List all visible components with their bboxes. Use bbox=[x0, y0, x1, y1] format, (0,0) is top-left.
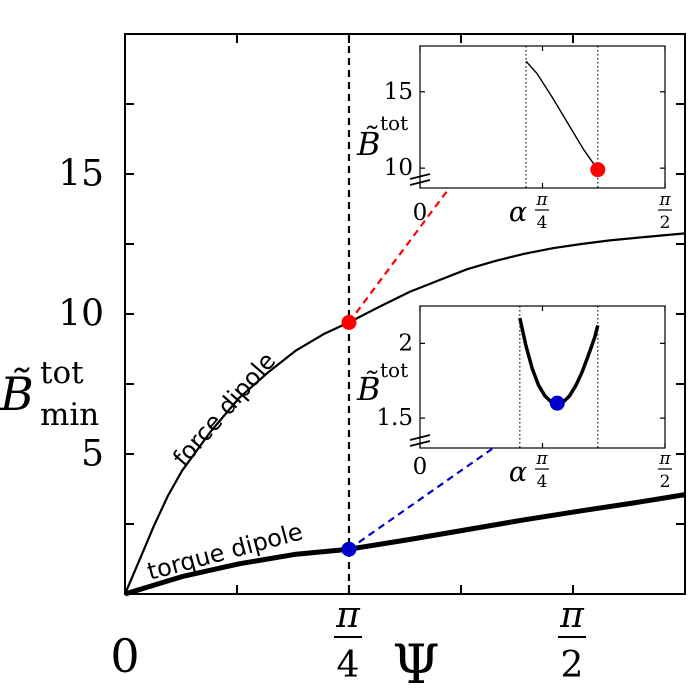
tick-denominator: 2 bbox=[561, 645, 584, 686]
inset-top-x-axis-label: α bbox=[509, 197, 527, 228]
inset-bottom-x-axis-label: α bbox=[509, 457, 527, 488]
y-axis-label-superscript: tot bbox=[380, 358, 408, 382]
tick-numerator: π bbox=[535, 190, 548, 210]
inset-bottom-background bbox=[420, 306, 665, 448]
main-x-tick-label-zero: 0 bbox=[110, 629, 139, 683]
inset-bottom-x-tick-label-pi-over-2: π 2 bbox=[658, 449, 672, 492]
main-y-tick-label: 5 bbox=[81, 434, 104, 475]
main-x-tick-label-pi-over-2: π 2 bbox=[558, 595, 586, 686]
inset-bottom: 1.5 2 0 π 4 π 2 α B̃ tot bbox=[356, 305, 672, 492]
y-axis-label-superscript: tot bbox=[380, 111, 408, 135]
inset-minimum-marker bbox=[549, 395, 565, 411]
main-y-tick-label: 15 bbox=[58, 154, 104, 195]
tick-denominator: 4 bbox=[337, 645, 360, 686]
inset-bottom-axis-break bbox=[409, 434, 431, 447]
y-axis-label-subscript: min bbox=[40, 397, 99, 433]
force-dipole-label: force dipole bbox=[167, 347, 281, 472]
tick-denominator: 4 bbox=[537, 472, 548, 492]
inset-top-y-tick-label: 15 bbox=[384, 79, 413, 105]
tick-numerator: π bbox=[535, 449, 548, 469]
inset-top-axis-break bbox=[409, 173, 431, 186]
inset-bottom-y-tick-label: 2 bbox=[398, 330, 413, 356]
y-axis-label-superscript: tot bbox=[40, 355, 84, 391]
tick-numerator: π bbox=[335, 595, 361, 636]
main-x-axis-label: Ψ bbox=[392, 633, 439, 696]
inset-top-background bbox=[420, 46, 665, 188]
tick-denominator: 2 bbox=[660, 472, 671, 492]
tick-denominator: 4 bbox=[537, 213, 548, 233]
y-axis-label-base: B̃ bbox=[356, 125, 381, 163]
y-axis-label-base: B̃ bbox=[0, 367, 34, 421]
inset-bottom-x-tick-label-pi-over-4: π 4 bbox=[535, 449, 549, 492]
inset-bottom-x-tick-label-zero: 0 bbox=[413, 454, 428, 480]
inset-bottom-y-tick-label: 1.5 bbox=[376, 405, 413, 431]
main-x-tick-label-pi-over-4: π 4 bbox=[334, 595, 362, 686]
main-y-tick-label: 10 bbox=[58, 294, 104, 335]
inset-top: 10 15 0 π 4 π 2 α B̃ tot bbox=[356, 45, 672, 233]
inset-top-x-tick-label-pi-over-4: π 4 bbox=[535, 190, 549, 233]
tick-numerator: π bbox=[658, 449, 671, 469]
inset-top-x-tick-label-pi-over-2: π 2 bbox=[658, 190, 672, 233]
inset-series-line bbox=[525, 60, 599, 171]
series-line-torque-dipole bbox=[124, 492, 686, 597]
tick-numerator: π bbox=[559, 595, 585, 636]
y-axis-label-base: B̃ bbox=[356, 370, 381, 408]
inset-bottom-y-axis-label: B̃ tot bbox=[356, 358, 408, 408]
inset-minimum-marker bbox=[590, 162, 606, 178]
inset-top-y-axis-label: B̃ tot bbox=[356, 111, 408, 163]
inset-top-x-tick-label-zero: 0 bbox=[413, 200, 428, 226]
torque-dipole-label: torque dipole bbox=[144, 517, 305, 585]
inset-top-y-tick-label: 10 bbox=[384, 155, 413, 181]
tick-denominator: 2 bbox=[660, 213, 671, 233]
main-y-axis-label: B̃ tot min bbox=[0, 355, 99, 433]
inset-bottom-connector-line bbox=[348, 402, 558, 551]
tick-numerator: π bbox=[658, 190, 671, 210]
series-line-force-dipole bbox=[123, 232, 686, 595]
